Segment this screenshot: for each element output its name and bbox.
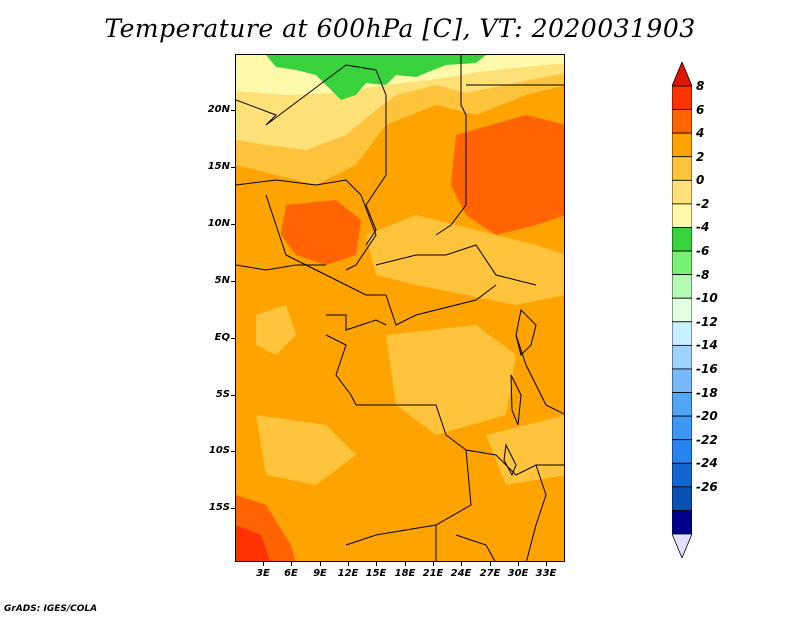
lat-label-10s: 10S (208, 445, 230, 456)
colorbar-swatch (672, 85, 692, 110)
colorbar-label: -20 (696, 409, 718, 424)
lon-label-12e: 12E (337, 568, 359, 579)
lon-tick (490, 562, 491, 566)
lon-tick (546, 562, 547, 566)
lon-tick (461, 562, 462, 566)
colorbar-swatch (672, 344, 692, 370)
field-0-2-angola (256, 415, 356, 485)
colorbar (672, 62, 692, 558)
lat-tick (231, 338, 235, 339)
colorbar-swatch (672, 132, 692, 158)
lon-tick (433, 562, 434, 566)
field-0-2-east (486, 415, 564, 485)
field-4-6-west (281, 200, 361, 265)
colorbar-swatch (672, 486, 692, 511)
field-minus6-minus4 (266, 55, 486, 100)
colorbar-bottom-triangle (672, 533, 692, 558)
lat-tick (231, 281, 235, 282)
colorbar-swatch (672, 439, 692, 464)
colorbar-label: -10 (696, 291, 718, 306)
lon-label-3e: 3E (256, 568, 270, 579)
colorbar-label: 4 (696, 126, 705, 141)
map-title: Temperature at 600hPa [C], VT: 202003190… (104, 14, 696, 43)
lat-label-15s: 15S (208, 502, 230, 513)
lat-tick (231, 395, 235, 396)
colorbar-label: -8 (696, 267, 710, 282)
lon-label-27e: 27E (479, 568, 501, 579)
colorbar-swatch (672, 392, 692, 417)
colorbar-swatch (672, 297, 692, 323)
colorbar-label: -6 (696, 244, 710, 259)
colorbar-swatch (672, 179, 692, 205)
colorbar-label: -14 (696, 338, 718, 353)
lon-label-6e: 6E (284, 568, 298, 579)
colorbar-label: -22 (696, 432, 718, 447)
lon-tick (291, 562, 292, 566)
lat-label-10n: 10N (207, 218, 230, 229)
colorbar-swatch (672, 415, 692, 441)
colorbar-label: -26 (696, 479, 718, 494)
colorbar-swatch (672, 274, 692, 299)
field-4-6-east (451, 115, 564, 235)
lon-label-15e: 15E (365, 568, 387, 579)
lat-label-5n: 5N (214, 275, 230, 286)
lat-label-5s: 5S (215, 389, 230, 400)
lon-tick (263, 562, 264, 566)
lon-tick (518, 562, 519, 566)
colorbar-label: -2 (696, 196, 710, 211)
colorbar-swatch (672, 510, 692, 535)
lat-label-20n: 20N (207, 104, 230, 115)
lon-tick (320, 562, 321, 566)
colorbar-label: 0 (696, 173, 705, 188)
lon-tick (405, 562, 406, 566)
colorbar-label: -12 (696, 314, 718, 329)
colorbar-label: 2 (696, 149, 705, 164)
lon-label-21e: 21E (422, 568, 444, 579)
field-0-2-gabon (256, 305, 296, 355)
lat-tick (231, 167, 235, 168)
colorbar-label: 8 (696, 79, 705, 93)
colorbar-label: -16 (696, 361, 718, 376)
lat-label-15n: 15N (207, 161, 230, 172)
lon-tick (376, 562, 377, 566)
colorbar-label: -24 (696, 456, 718, 471)
lat-tick (231, 110, 235, 111)
colorbar-top-triangle (672, 62, 692, 87)
colorbar-swatch (672, 227, 692, 252)
colorbar-label: -4 (696, 220, 710, 235)
lat-tick (231, 224, 235, 225)
lake-outlines (503, 308, 537, 477)
colorbar-label: -18 (696, 385, 718, 400)
field-6-8-sw (236, 525, 271, 561)
colorbar-swatch (672, 462, 692, 488)
colorbar-label: 6 (696, 102, 705, 117)
field-0-2-mid (366, 215, 564, 305)
lon-label-18e: 18E (394, 568, 416, 579)
map-canvas (236, 55, 564, 561)
colorbar-swatch (672, 321, 692, 346)
lat-tick (231, 451, 235, 452)
lon-label-9e: 9E (313, 568, 327, 579)
lat-label-eq: EQ (214, 332, 230, 343)
lon-label-30e: 30E (507, 568, 529, 579)
colorbar-swatch (672, 156, 692, 181)
colorbar-swatch (672, 109, 692, 134)
temperature-map (235, 54, 565, 562)
colorbar-swatch (672, 250, 692, 276)
lon-tick (348, 562, 349, 566)
lon-label-33e: 33E (535, 568, 557, 579)
colorbar-swatch (672, 368, 692, 393)
lon-label-24e: 24E (450, 568, 472, 579)
grads-credit: GrADS: IGES/COLA (4, 604, 98, 614)
field-0-2-central (386, 325, 516, 435)
country-borders (236, 55, 564, 561)
colorbar-swatch (672, 203, 692, 228)
lat-tick (231, 508, 235, 509)
